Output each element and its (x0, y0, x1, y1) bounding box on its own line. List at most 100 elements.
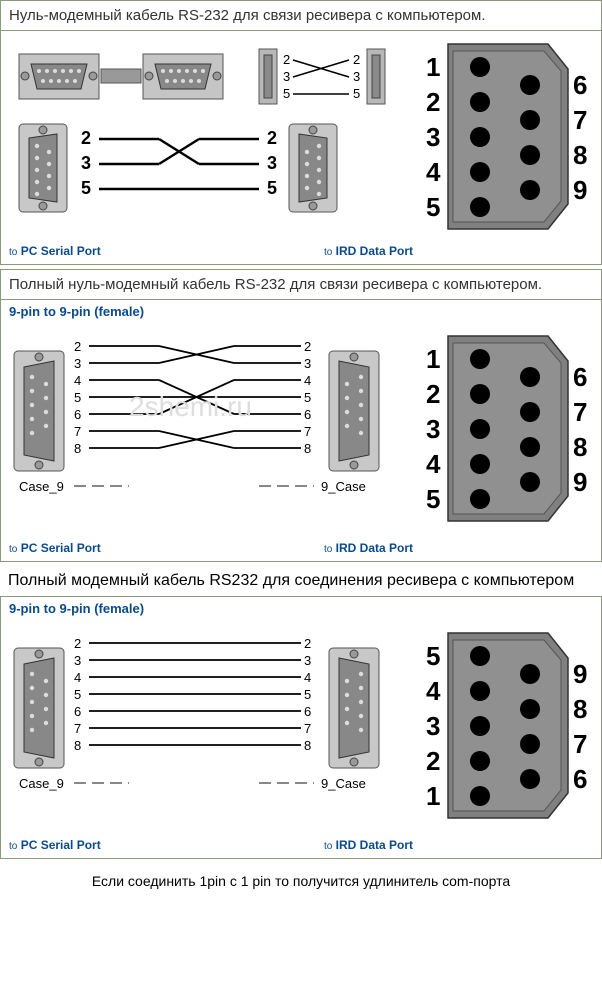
svg-text:5: 5 (304, 687, 311, 702)
svg-text:5: 5 (81, 178, 91, 198)
svg-text:2: 2 (81, 128, 91, 148)
section2-subtitle: 9-pin to 9-pin (female) (1, 300, 601, 323)
svg-text:8: 8 (573, 140, 587, 170)
section3-right-port: to IRD Data Port (324, 838, 413, 852)
svg-text:7: 7 (573, 105, 587, 135)
section1-title: Нуль-модемный кабель RS-232 для связи ре… (1, 1, 601, 31)
section3-pinout: 5 4 3 2 1 9 8 7 6 (418, 628, 593, 828)
svg-text:5: 5 (267, 178, 277, 198)
svg-text:9: 9 (573, 467, 587, 497)
svg-text:5: 5 (74, 687, 81, 702)
svg-text:1: 1 (426, 344, 440, 374)
svg-text:3: 3 (283, 69, 290, 84)
section1-diagrams: 2 3 5 2 3 5 (9, 39, 410, 219)
case-right-label: 9_Case (321, 479, 366, 494)
svg-text:7: 7 (74, 721, 81, 736)
svg-text:6: 6 (573, 362, 587, 392)
section2-port-labels: to PC Serial Port to IRD Data Port (1, 539, 601, 561)
section1-left-port: to PC Serial Port (9, 244, 101, 258)
svg-text:6: 6 (304, 407, 311, 422)
svg-text:6: 6 (304, 704, 311, 719)
svg-text:2: 2 (74, 636, 81, 651)
svg-text:5: 5 (304, 390, 311, 405)
section2-content: 2shemi.ru 23456782345678 Case_9 (1, 323, 601, 539)
svg-text:4: 4 (304, 373, 311, 388)
svg-text:7: 7 (573, 729, 587, 759)
section-full-modem: 9-pin to 9-pin (female) 2 3 4 5 6 7 8 2 3 4 5 6 7 8 C… (0, 596, 602, 859)
svg-text:2: 2 (74, 339, 81, 354)
svg-text:7: 7 (304, 721, 311, 736)
svg-text:2: 2 (304, 339, 311, 354)
svg-text:8: 8 (304, 738, 311, 753)
section-null-modem: Нуль-модемный кабель RS-232 для связи ре… (0, 0, 602, 265)
svg-text:2: 2 (426, 87, 440, 117)
section3-diagrams: 23456782345678 Case_9 9_Case (9, 628, 410, 793)
section2-left-port: to PC Serial Port (9, 541, 101, 555)
case-left-label: Case_9 (19, 479, 64, 494)
svg-text:5: 5 (426, 484, 440, 514)
svg-text:5: 5 (426, 192, 440, 222)
svg-text:Case_9: Case_9 (19, 776, 64, 791)
svg-text:3: 3 (267, 153, 277, 173)
svg-text:4: 4 (426, 676, 441, 706)
svg-text:5: 5 (426, 641, 440, 671)
svg-text:5: 5 (283, 86, 290, 101)
svg-text:1: 1 (426, 52, 440, 82)
section3-subtitle: 9-pin to 9-pin (female) (1, 597, 601, 620)
svg-text:4: 4 (426, 449, 441, 479)
section3-content: 23456782345678 Case_9 9_Case 543219876 (1, 620, 601, 836)
section3-left-port: to PC Serial Port (9, 838, 101, 852)
svg-text:8: 8 (304, 441, 311, 456)
svg-text:4: 4 (426, 157, 441, 187)
svg-text:8: 8 (573, 432, 587, 462)
section3-port-labels: to PC Serial Port to IRD Data Port (1, 836, 601, 858)
section2-title: Полный нуль-модемный кабель RS-232 для с… (1, 270, 601, 300)
svg-text:5: 5 (74, 390, 81, 405)
svg-text:6: 6 (74, 407, 81, 422)
svg-text:7: 7 (74, 424, 81, 439)
section1-right-port: to IRD Data Port (324, 244, 413, 258)
section2-pinout-svg: 123456789 (418, 331, 593, 531)
svg-text:7: 7 (304, 424, 311, 439)
svg-text:2: 2 (353, 52, 360, 67)
svg-text:6: 6 (573, 764, 587, 794)
section3-title: Полный модемный кабель RS232 для соедине… (0, 566, 602, 596)
svg-text:2: 2 (283, 52, 290, 67)
svg-text:7: 7 (573, 397, 587, 427)
section2-svg: 23456782345678 Case_9 9_Case (9, 331, 399, 496)
svg-text:4: 4 (74, 373, 81, 388)
svg-text:3: 3 (81, 153, 91, 173)
section1-top-svg: 2 3 5 2 3 5 (9, 39, 399, 119)
svg-text:6: 6 (573, 70, 587, 100)
svg-text:8: 8 (74, 738, 81, 753)
svg-text:3: 3 (74, 653, 81, 668)
svg-text:2: 2 (426, 379, 440, 409)
svg-text:3: 3 (353, 69, 360, 84)
section3-pinout-svg: 5 4 3 2 1 9 8 7 6 (418, 628, 593, 828)
footer-note: Если соединить 1pin с 1 pin то получится… (0, 863, 602, 899)
svg-text:5: 5 (353, 86, 360, 101)
section2-diagrams: 2shemi.ru 23456782345678 Case_9 (9, 331, 410, 496)
svg-text:3: 3 (74, 356, 81, 371)
svg-text:9: 9 (573, 659, 587, 689)
section-full-null-modem: Полный нуль-модемный кабель RS-232 для с… (0, 269, 602, 562)
section2-pinout: 123456789 (418, 331, 593, 531)
section1-bottom-svg: 2 3 5 2 3 5 (9, 119, 399, 219)
section3-svg: 23456782345678 Case_9 9_Case (9, 628, 399, 793)
svg-text:4: 4 (304, 670, 311, 685)
section1-pinout-svg: 123456789 (418, 39, 593, 234)
svg-text:3: 3 (304, 653, 311, 668)
svg-text:8: 8 (573, 694, 587, 724)
section1-port-labels: to PC Serial Port to IRD Data Port (1, 242, 601, 264)
svg-text:4: 4 (74, 670, 81, 685)
section2-right-port: to IRD Data Port (324, 541, 413, 555)
svg-text:2: 2 (267, 128, 277, 148)
svg-text:2: 2 (304, 636, 311, 651)
svg-text:1: 1 (426, 781, 440, 811)
svg-text:2: 2 (426, 746, 440, 776)
svg-text:3: 3 (426, 711, 440, 741)
svg-text:3: 3 (304, 356, 311, 371)
svg-text:6: 6 (74, 704, 81, 719)
svg-text:9: 9 (573, 175, 587, 205)
section1-pinout: 123456789 (418, 39, 593, 234)
